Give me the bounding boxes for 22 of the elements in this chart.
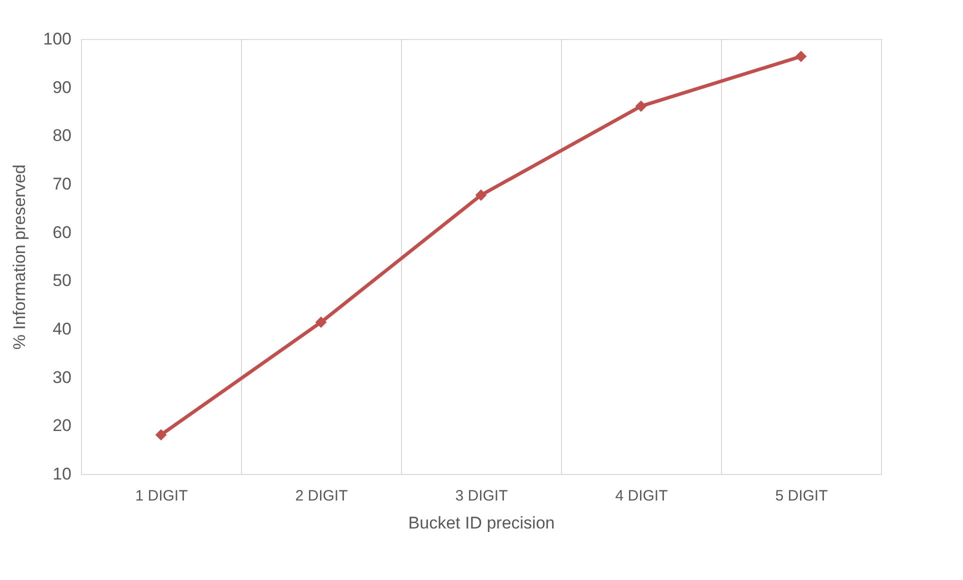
- point: [155, 429, 167, 441]
- point: [795, 50, 807, 62]
- y-tick-label: 70: [52, 174, 72, 194]
- y-tick-label: 30: [52, 368, 72, 387]
- y-tick-label: 90: [52, 78, 72, 97]
- x-tick-label: 1 DIGIT: [135, 488, 188, 504]
- point: [315, 316, 327, 328]
- x-tick-label: 5 DIGIT: [775, 488, 828, 504]
- x-tick-label: 3 DIGIT: [455, 488, 508, 504]
- x-tick-label: 4 DIGIT: [615, 488, 668, 504]
- y-tick-label: 60: [52, 222, 72, 242]
- point: [635, 100, 647, 112]
- y-tick-label: 10: [52, 464, 72, 484]
- y-tick-label: 100: [43, 30, 72, 48]
- y-tick-label: 50: [52, 271, 72, 290]
- y-tick-label: 80: [52, 126, 72, 146]
- x-tick-label: 2 DIGIT: [295, 488, 348, 504]
- x-axis-title: Bucket ID precision: [408, 514, 555, 532]
- y-tick-label: 20: [52, 416, 72, 436]
- y-axis-title: % Information preserved: [10, 164, 30, 350]
- y-tick-label: 40: [52, 320, 72, 338]
- point: [475, 189, 487, 201]
